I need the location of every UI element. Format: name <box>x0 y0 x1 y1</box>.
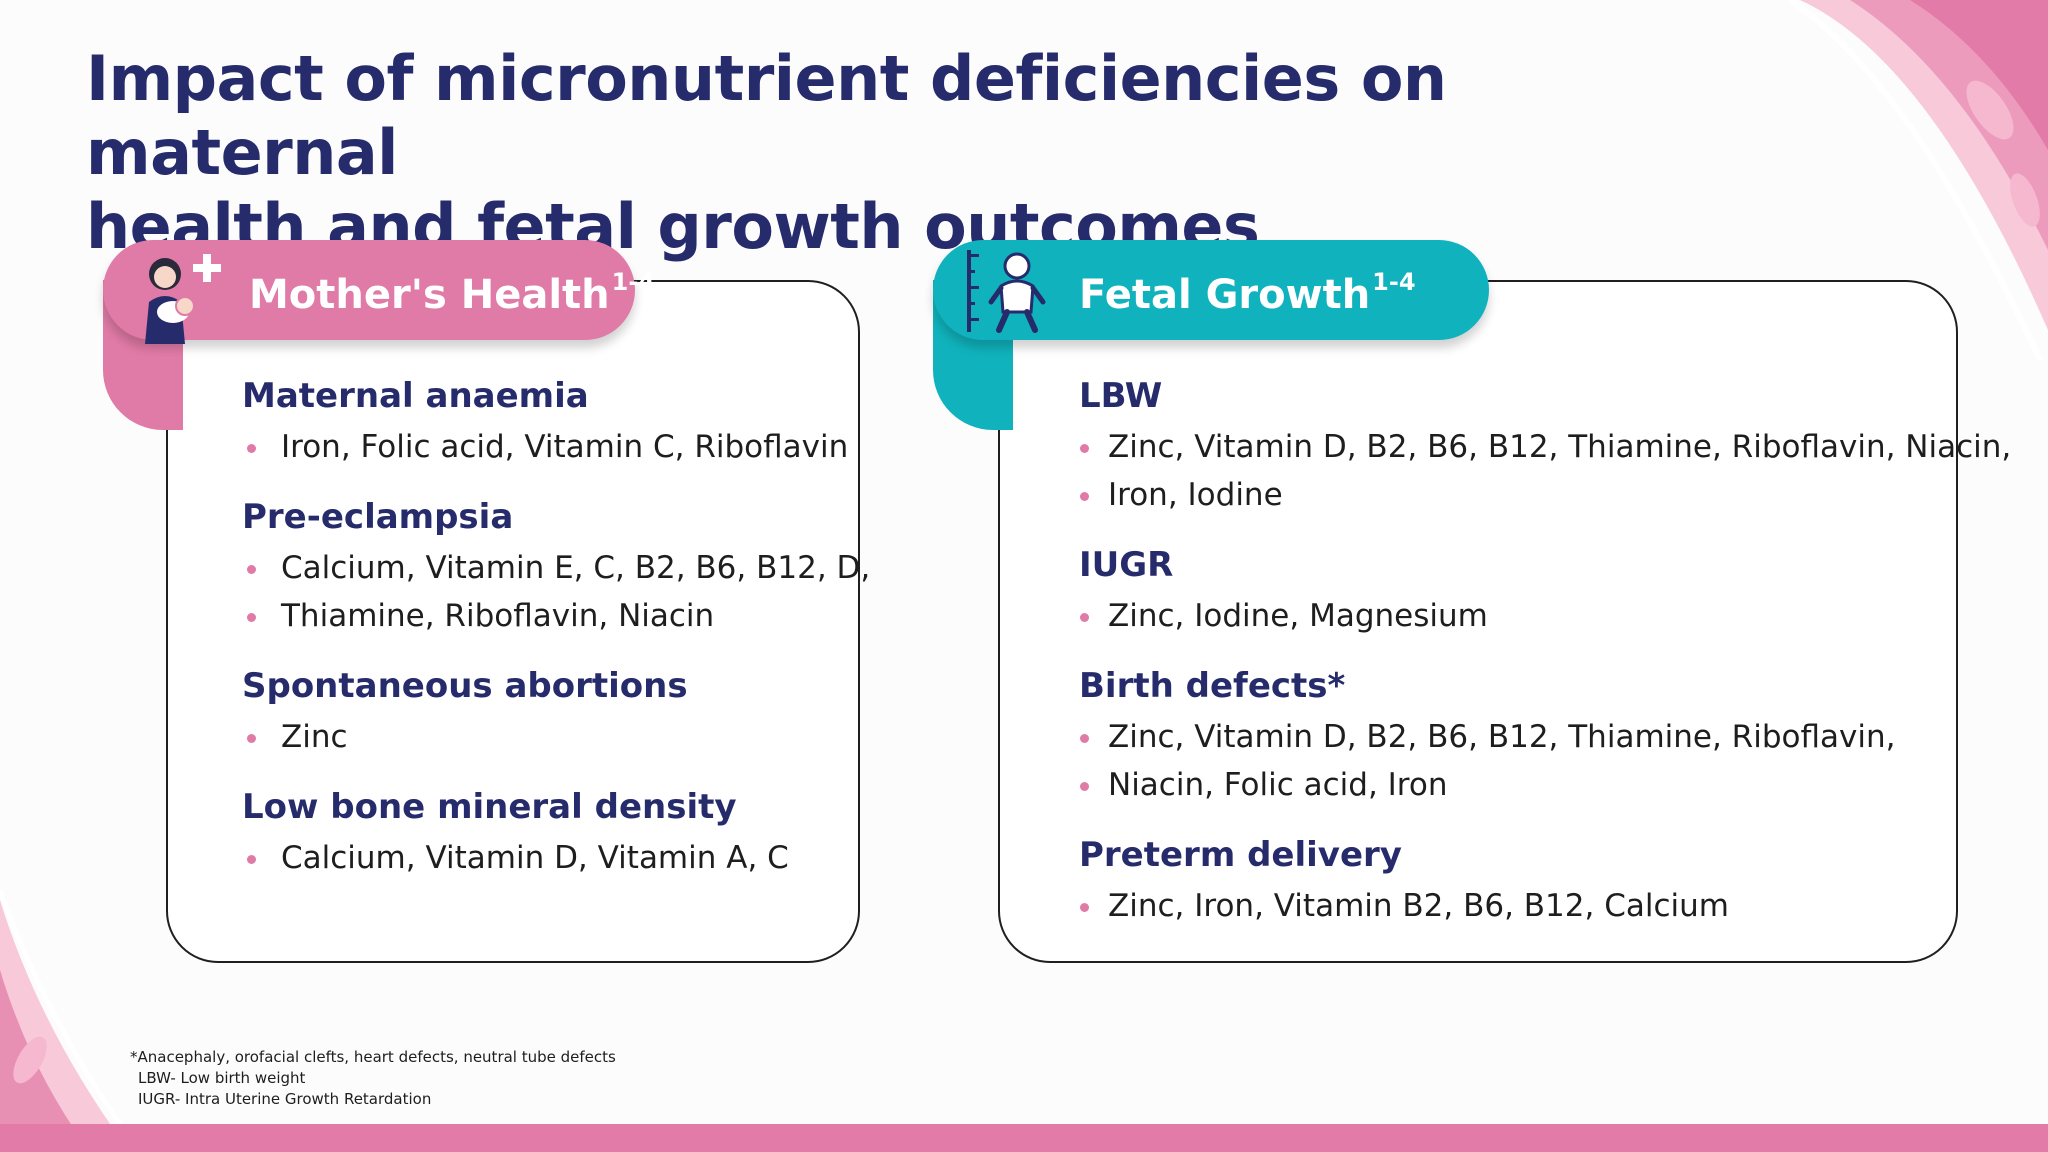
mother-tab-label: Mother's Health1-4 <box>249 268 655 318</box>
section-title-low-bone-mineral-density: Low bone mineral density <box>242 787 737 827</box>
bullet-dot <box>247 855 256 864</box>
list-item: Calcium, Vitamin E, C, B2, B6, B12, D, <box>247 550 870 586</box>
section-title-maternal-anaemia: Maternal anaemia <box>242 376 589 416</box>
mother-health-tab: Mother's Health1-4 <box>103 240 655 344</box>
page-title: Impact of micronutrient deficiencies on … <box>86 42 1586 264</box>
footnote-lbw: LBW- Low birth weight <box>138 1069 306 1087</box>
section-title-iugr: IUGR <box>1079 545 1174 585</box>
list-item: Zinc, Vitamin D, B2, B6, B12, Thiamine, … <box>1080 429 2011 465</box>
mother-tab-superscript: 1-4 <box>611 268 655 296</box>
baby-height-icon <box>967 250 1046 333</box>
section-title-lbw: LBW <box>1079 376 1163 416</box>
bullet-dot <box>1080 444 1089 453</box>
list-item: Zinc, Iron, Vitamin B2, B6, B12, Calcium <box>1080 888 1729 924</box>
footnote-birth-defects: *Anacephaly, orofacial clefts, heart def… <box>130 1048 616 1066</box>
bullet-dot <box>247 565 256 574</box>
floral-corner-bottom-left <box>0 889 143 1152</box>
bullet-dot <box>1080 613 1089 622</box>
bottom-accent-bar <box>0 1124 2048 1152</box>
section-title-spontaneous-abortions: Spontaneous abortions <box>242 666 688 706</box>
fetal-growth-card <box>998 280 1958 963</box>
bullet-dot <box>1080 734 1089 743</box>
footnote-iugr: IUGR- Intra Uterine Growth Retardation <box>138 1090 432 1108</box>
title-line-1: Impact of micronutrient deficiencies on … <box>86 42 1447 189</box>
fetal-tab-superscript: 1-4 <box>1372 268 1416 296</box>
list-item: Iron, Folic acid, Vitamin C, Riboflavin <box>247 429 848 465</box>
bullet-dot <box>1080 782 1089 791</box>
section-title-pre-eclampsia: Pre-eclampsia <box>242 497 514 537</box>
list-item: Thiamine, Riboflavin, Niacin <box>247 598 714 634</box>
bullet-dot <box>1080 492 1089 501</box>
fetal-tab-label: Fetal Growth1-4 <box>1079 268 1416 318</box>
bullet-dot <box>247 444 256 453</box>
list-item: Iron, Iodine <box>1080 477 1283 513</box>
bullet-dot <box>1080 903 1089 912</box>
mother-health-card <box>166 280 860 963</box>
list-item: Zinc <box>247 719 348 755</box>
list-item: Zinc, Iodine, Magnesium <box>1080 598 1488 634</box>
section-title-preterm-delivery: Preterm delivery <box>1079 835 1402 875</box>
list-item: Calcium, Vitamin D, Vitamin A, C <box>247 840 789 876</box>
bullet-dot <box>247 734 256 743</box>
section-title-birth-defects: Birth defects* <box>1079 666 1346 706</box>
footnotes: *Anacephaly, orofacial clefts, heart def… <box>130 1047 616 1110</box>
mother-with-baby-icon <box>145 254 221 344</box>
list-item: Zinc, Vitamin D, B2, B6, B12, Thiamine, … <box>1080 719 1895 755</box>
list-item: Niacin, Folic acid, Iron <box>1080 767 1448 803</box>
bullet-dot <box>247 613 256 622</box>
fetal-growth-tab: Fetal Growth1-4 <box>933 240 1489 340</box>
